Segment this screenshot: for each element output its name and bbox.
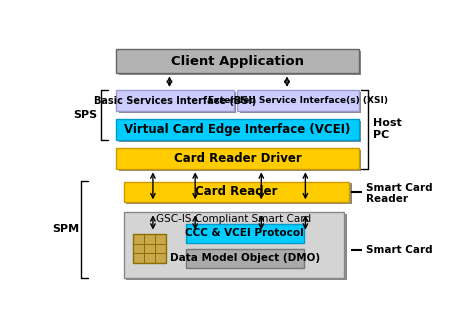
Text: Extended Service Interface(s) (XSI): Extended Service Interface(s) (XSI) bbox=[208, 96, 388, 105]
FancyBboxPatch shape bbox=[119, 121, 361, 142]
FancyBboxPatch shape bbox=[124, 182, 349, 202]
FancyBboxPatch shape bbox=[116, 90, 234, 111]
FancyBboxPatch shape bbox=[119, 92, 237, 113]
Text: Smart Card
Reader: Smart Card Reader bbox=[366, 183, 433, 204]
Text: Smart Card: Smart Card bbox=[366, 245, 433, 255]
Text: Host
PC: Host PC bbox=[374, 118, 402, 140]
FancyBboxPatch shape bbox=[116, 119, 359, 140]
FancyBboxPatch shape bbox=[119, 150, 361, 171]
FancyBboxPatch shape bbox=[240, 92, 361, 113]
Text: Card Reader Driver: Card Reader Driver bbox=[173, 152, 301, 165]
Text: SPS: SPS bbox=[73, 110, 98, 120]
FancyBboxPatch shape bbox=[133, 234, 166, 263]
FancyBboxPatch shape bbox=[116, 148, 359, 170]
FancyBboxPatch shape bbox=[119, 51, 361, 75]
FancyBboxPatch shape bbox=[126, 183, 352, 204]
Text: GSC-IS Compliant Smart Card: GSC-IS Compliant Smart Card bbox=[156, 214, 311, 224]
Text: CCC & VCEI Protocol: CCC & VCEI Protocol bbox=[185, 228, 304, 238]
FancyBboxPatch shape bbox=[124, 212, 344, 278]
FancyBboxPatch shape bbox=[116, 50, 359, 73]
Text: Client Application: Client Application bbox=[171, 55, 304, 68]
Text: Card Reader: Card Reader bbox=[195, 185, 278, 198]
FancyBboxPatch shape bbox=[237, 90, 359, 111]
Text: Virtual Card Edge Interface (VCEI): Virtual Card Edge Interface (VCEI) bbox=[124, 123, 351, 136]
FancyBboxPatch shape bbox=[189, 225, 306, 244]
Text: SPM: SPM bbox=[52, 224, 79, 234]
FancyBboxPatch shape bbox=[126, 214, 346, 280]
Text: Data Model Object (DMO): Data Model Object (DMO) bbox=[170, 254, 320, 263]
FancyBboxPatch shape bbox=[189, 251, 306, 270]
FancyBboxPatch shape bbox=[186, 224, 303, 243]
Text: Basic Services Interface (BSI): Basic Services Interface (BSI) bbox=[94, 95, 256, 106]
FancyBboxPatch shape bbox=[186, 249, 303, 268]
